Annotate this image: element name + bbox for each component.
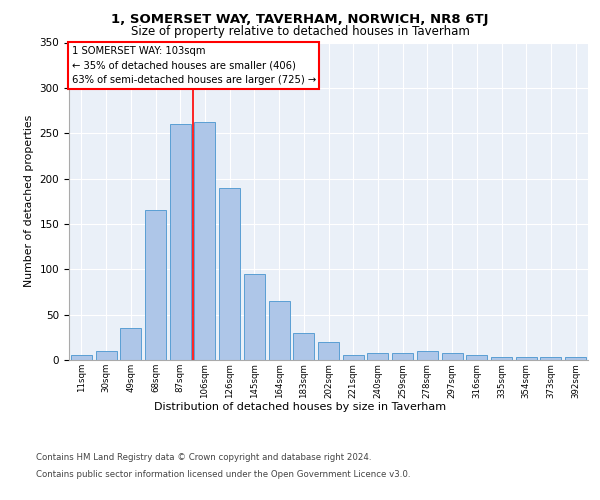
Text: 1 SOMERSET WAY: 103sqm
← 35% of detached houses are smaller (406)
63% of semi-de: 1 SOMERSET WAY: 103sqm ← 35% of detached… (71, 46, 316, 86)
Bar (343, 356, 364, 360)
Bar (120, 328, 141, 360)
Bar (145, 210, 166, 360)
Bar (71, 356, 92, 360)
Bar (269, 301, 290, 360)
Bar (466, 356, 487, 360)
Bar (170, 124, 191, 360)
Bar (516, 358, 537, 360)
Text: 1, SOMERSET WAY, TAVERHAM, NORWICH, NR8 6TJ: 1, SOMERSET WAY, TAVERHAM, NORWICH, NR8 … (111, 12, 489, 26)
Bar (541, 358, 562, 360)
Text: Contains public sector information licensed under the Open Government Licence v3: Contains public sector information licen… (36, 470, 410, 479)
Bar (417, 351, 438, 360)
Bar (244, 274, 265, 360)
Bar (442, 352, 463, 360)
Bar (293, 333, 314, 360)
Bar (194, 122, 215, 360)
Y-axis label: Number of detached properties: Number of detached properties (24, 115, 34, 288)
Text: Size of property relative to detached houses in Taverham: Size of property relative to detached ho… (131, 25, 469, 38)
Bar (491, 358, 512, 360)
Text: Contains HM Land Registry data © Crown copyright and database right 2024.: Contains HM Land Registry data © Crown c… (36, 452, 371, 462)
Bar (95, 351, 116, 360)
Bar (318, 342, 339, 360)
Bar (367, 352, 388, 360)
Text: Distribution of detached houses by size in Taverham: Distribution of detached houses by size … (154, 402, 446, 412)
Bar (219, 188, 240, 360)
Bar (392, 352, 413, 360)
Bar (565, 358, 586, 360)
